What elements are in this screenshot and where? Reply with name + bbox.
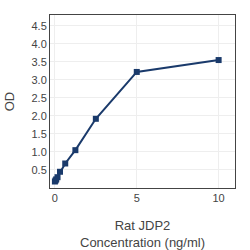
svg-text:Rat JDP2Concentration (ng/ml): Rat JDP2Concentration (ng/ml) — [80, 218, 205, 250]
svg-text:3.0: 3.0 — [32, 74, 47, 86]
svg-text:3.5: 3.5 — [32, 56, 47, 68]
svg-text:4.0: 4.0 — [32, 38, 47, 50]
svg-text:1.0: 1.0 — [32, 146, 47, 158]
svg-text:10: 10 — [213, 192, 225, 204]
svg-text:2.0: 2.0 — [32, 110, 47, 122]
svg-text:0: 0 — [52, 192, 58, 204]
svg-text:0.5: 0.5 — [32, 164, 47, 176]
svg-text:1.5: 1.5 — [32, 128, 47, 140]
svg-text:4.5: 4.5 — [32, 20, 47, 32]
svg-text:OD: OD — [2, 92, 17, 112]
svg-text:5: 5 — [134, 192, 140, 204]
svg-text:2.5: 2.5 — [32, 92, 47, 104]
